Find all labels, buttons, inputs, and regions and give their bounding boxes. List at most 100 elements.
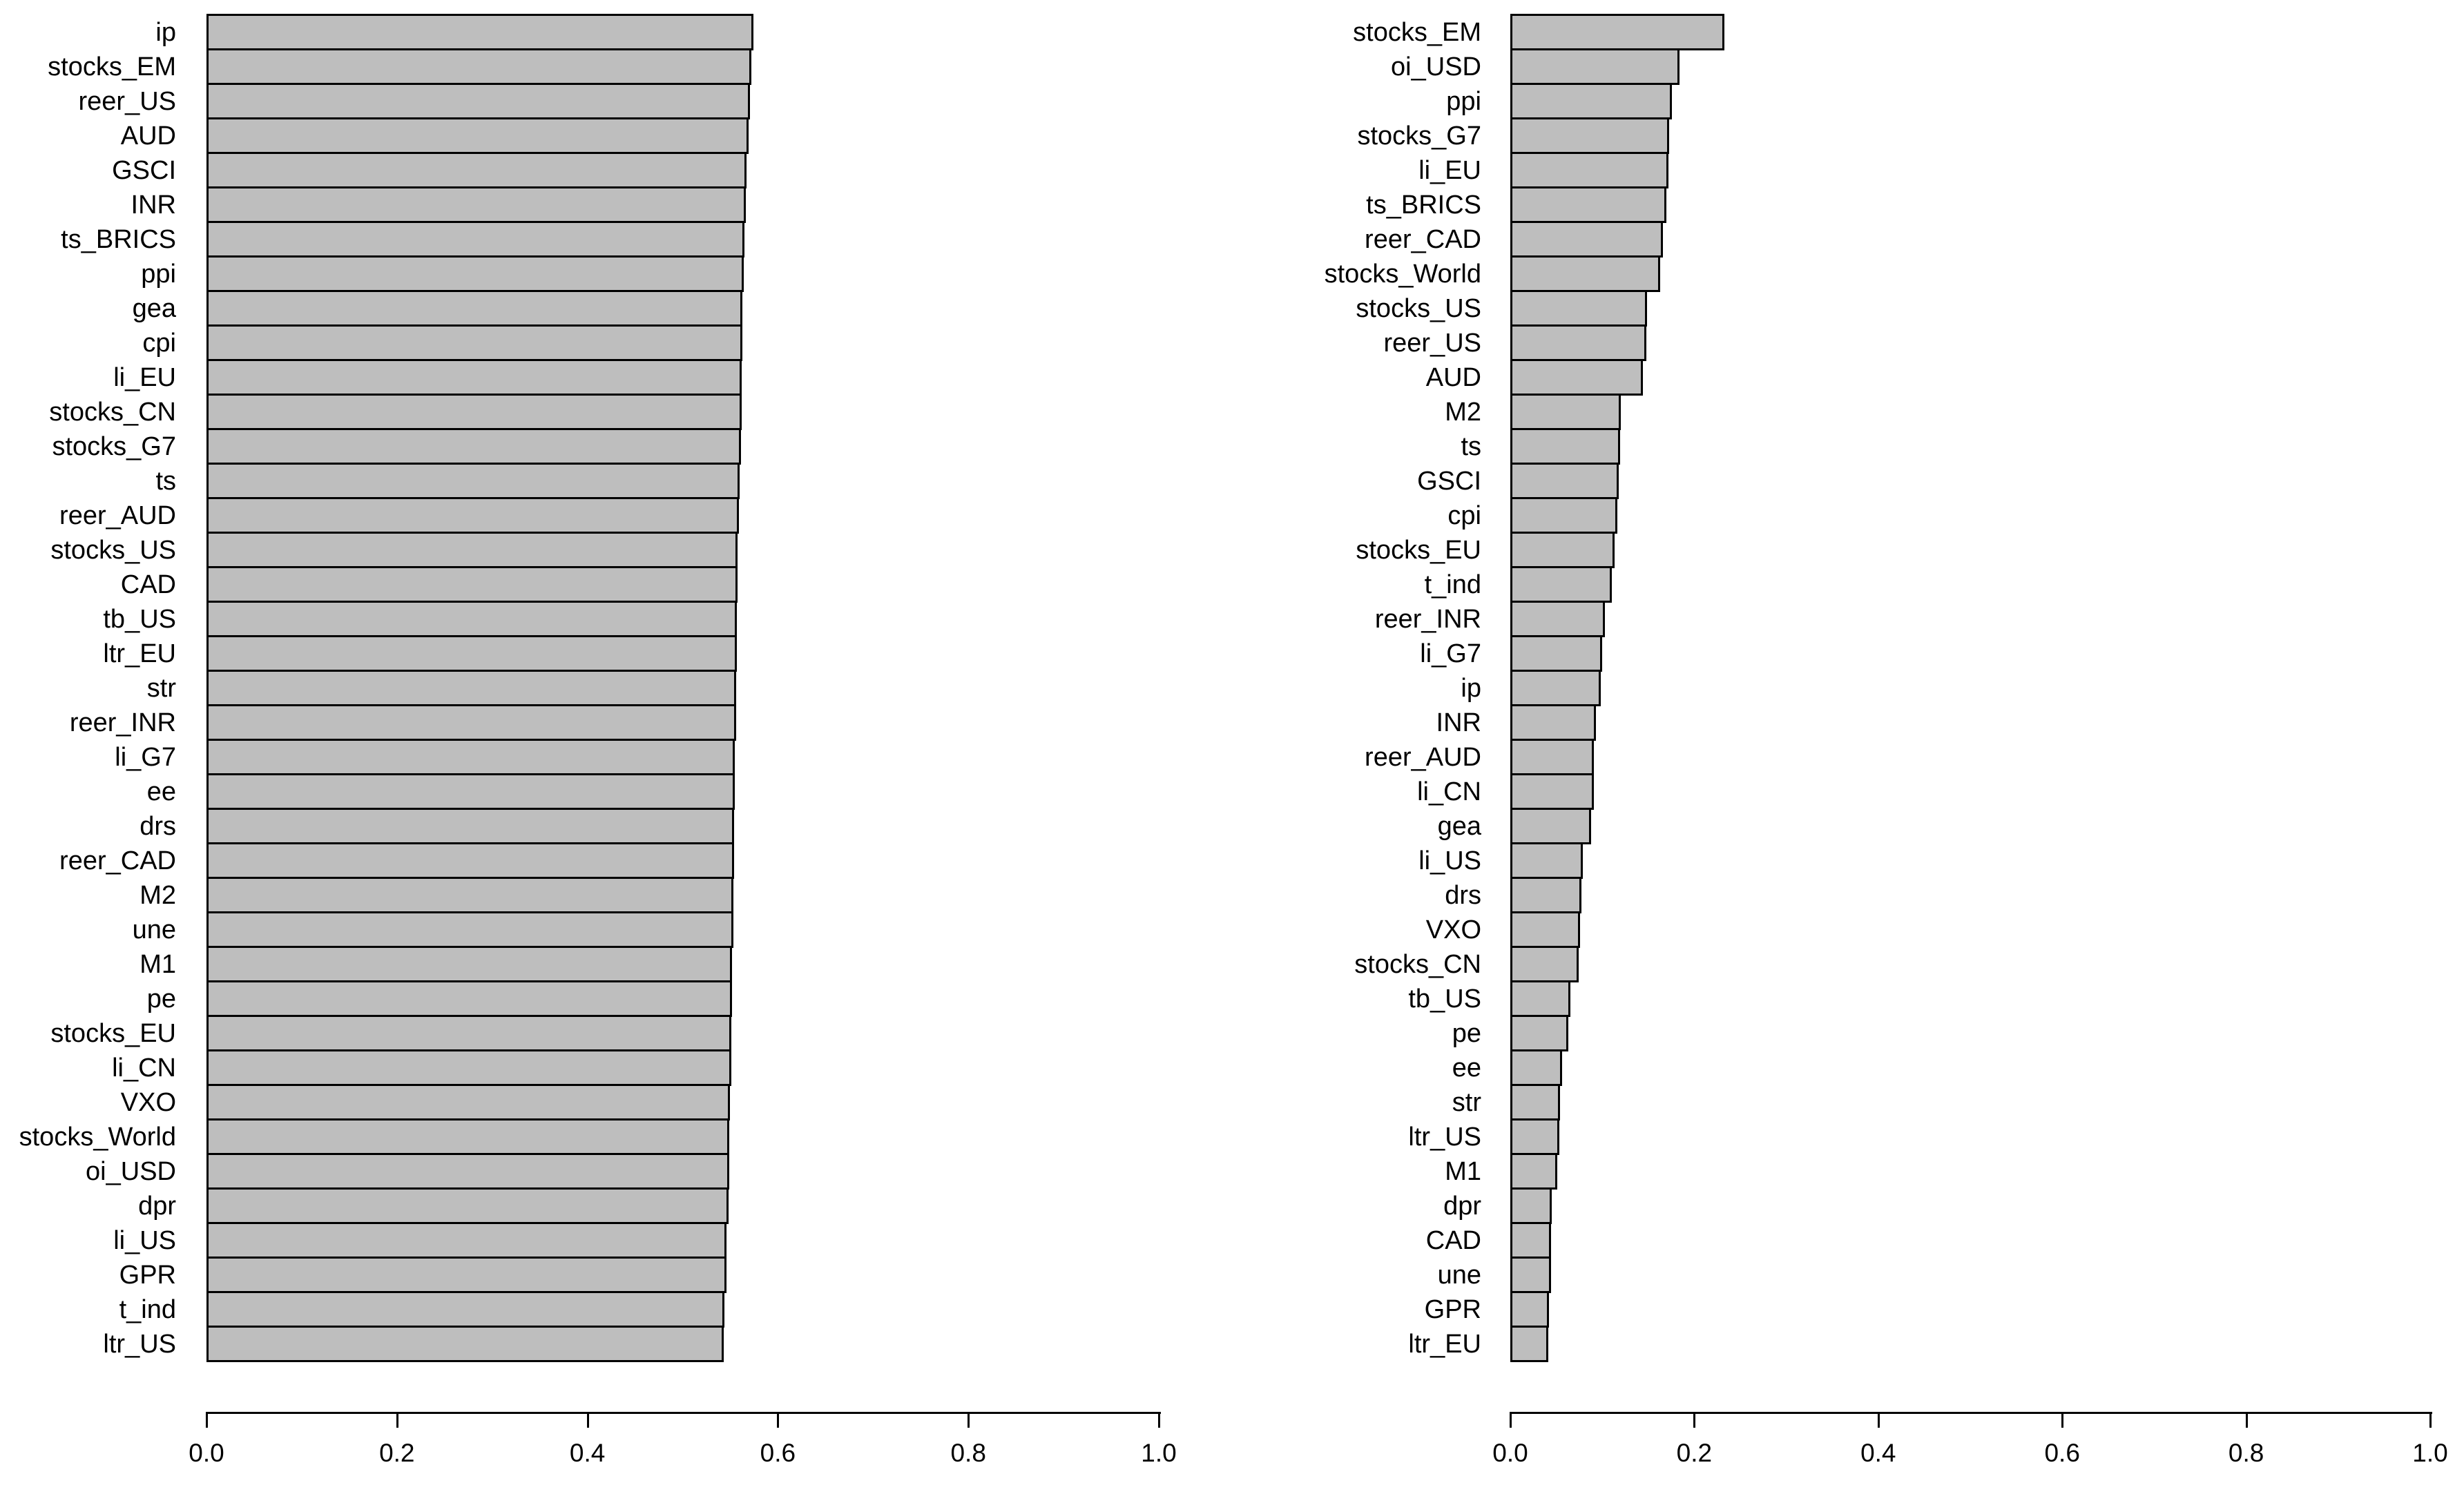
bar <box>1510 290 1647 327</box>
category-label: str <box>146 673 176 703</box>
category-label: ltr_EU <box>1408 1329 1481 1359</box>
category-label: li_CN <box>112 1053 176 1083</box>
category-label: AUD <box>1425 362 1481 392</box>
bar <box>1510 704 1596 741</box>
bar <box>206 255 744 292</box>
category-label: reer_AUD <box>59 501 176 530</box>
axis-tick-label: 0.0 <box>1492 1439 1528 1467</box>
category-label: ltr_US <box>1408 1122 1481 1152</box>
bar <box>206 1015 731 1051</box>
axis-tick <box>396 1414 398 1428</box>
axis-tick <box>777 1414 780 1428</box>
category-label: stocks_G7 <box>1357 121 1481 151</box>
bar <box>1510 1015 1568 1051</box>
category-label: ip <box>1461 673 1481 703</box>
category-label: ppi <box>141 259 176 289</box>
bar <box>206 1326 724 1362</box>
bar <box>1510 911 1580 948</box>
bar <box>1510 946 1579 982</box>
bar <box>206 911 733 948</box>
bar <box>1510 980 1570 1017</box>
category-label: reer_INR <box>69 708 176 737</box>
bar <box>1510 739 1594 775</box>
category-label: AUD <box>120 121 176 151</box>
x-axis <box>206 1412 1161 1414</box>
bar <box>1510 635 1602 672</box>
category-label: cpi <box>1447 501 1481 530</box>
bar <box>206 635 737 672</box>
category-label: pe <box>146 984 176 1013</box>
bar <box>206 1257 726 1293</box>
bar <box>206 186 746 223</box>
bar <box>1510 324 1646 361</box>
bar <box>1510 1084 1560 1120</box>
category-label: li_US <box>113 1225 176 1255</box>
category-label: stocks_US <box>1356 293 1481 323</box>
axis-tick-label: 0.4 <box>1860 1439 1896 1467</box>
category-label: stocks_G7 <box>52 431 176 461</box>
bar <box>1510 601 1605 637</box>
bar <box>1510 221 1663 258</box>
category-label: stocks_EU <box>50 1018 176 1048</box>
category-label: ppi <box>1446 86 1481 116</box>
category-label: GPR <box>119 1260 176 1290</box>
category-label: stocks_World <box>19 1122 176 1152</box>
axis-tick-label: 0.0 <box>189 1439 224 1467</box>
category-label: une <box>1437 1260 1481 1290</box>
category-label: VXO <box>120 1087 176 1117</box>
bar <box>1510 1118 1559 1155</box>
category-label: pe <box>1452 1018 1481 1048</box>
axis-tick-label: 0.8 <box>950 1439 986 1467</box>
bar <box>1510 877 1581 913</box>
bar <box>1510 1257 1551 1293</box>
category-label: reer_CAD <box>1365 224 1481 254</box>
bar <box>1510 186 1666 223</box>
bar <box>1510 842 1583 879</box>
bar <box>1510 14 1724 50</box>
axis-tick-label: 0.2 <box>379 1439 415 1467</box>
axis-tick <box>1510 1414 1512 1428</box>
axis-tick <box>2245 1414 2248 1428</box>
category-label: M1 <box>1445 1156 1481 1186</box>
category-label: CAD <box>120 570 176 599</box>
category-label: INR <box>131 190 176 220</box>
bar <box>206 152 747 188</box>
bar <box>1510 394 1621 430</box>
bar <box>1510 532 1615 568</box>
category-label: dpr <box>138 1191 176 1221</box>
bar <box>1510 1326 1548 1362</box>
bar <box>1510 152 1668 188</box>
bar <box>1510 117 1669 154</box>
category-label: stocks_US <box>50 535 176 565</box>
category-label: une <box>132 915 176 944</box>
axis-tick <box>1877 1414 1880 1428</box>
bar <box>206 1291 724 1328</box>
axis-tick <box>968 1414 970 1428</box>
axis-tick <box>1158 1414 1160 1428</box>
category-label: GPR <box>1424 1294 1481 1324</box>
category-label: GSCI <box>112 155 176 185</box>
category-label: M1 <box>139 949 176 979</box>
category-label: stocks_World <box>1324 259 1481 289</box>
bar <box>206 83 750 119</box>
axis-tick <box>586 1414 589 1428</box>
bar <box>1510 808 1591 844</box>
bar <box>1510 1049 1562 1086</box>
bar <box>1510 83 1672 119</box>
category-label: stocks_CN <box>49 397 176 427</box>
category-label: ts <box>155 466 176 496</box>
category-label: ts_BRICS <box>61 224 176 254</box>
category-label: li_EU <box>1418 155 1481 185</box>
bar <box>1510 1153 1557 1190</box>
category-label: li_G7 <box>115 742 176 772</box>
bar <box>1510 359 1643 396</box>
bar <box>1510 428 1620 465</box>
category-label: gea <box>1437 811 1481 841</box>
category-label: ip <box>155 17 176 47</box>
bar <box>206 1118 729 1155</box>
axis-tick-label: 0.6 <box>760 1439 796 1467</box>
category-label: ee <box>1452 1053 1481 1083</box>
axis-tick-label: 0.8 <box>2228 1439 2264 1467</box>
category-label: dpr <box>1443 1191 1481 1221</box>
category-label: reer_CAD <box>59 846 176 875</box>
